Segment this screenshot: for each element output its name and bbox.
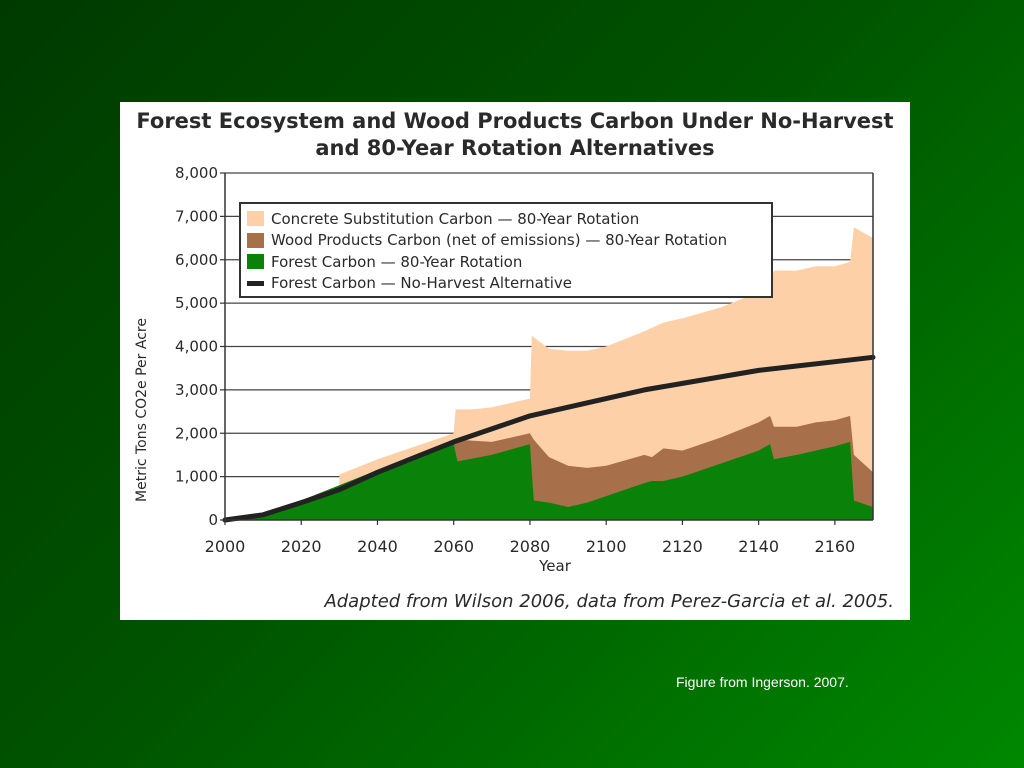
y-tick-label-1000: 1,000 [175, 468, 218, 486]
chart-legend: Concrete Substitution Carbon — 80-Year R… [239, 202, 773, 298]
x-axis-label: Year [539, 557, 571, 575]
area-forest [225, 441, 873, 520]
legend-label-noharvest: Forest Carbon — No-Harvest Alternative [271, 274, 572, 293]
x-tick-label-2060: 2060 [433, 537, 474, 556]
legend-label-forest: Forest Carbon — 80-Year Rotation [271, 252, 523, 271]
y-tick-label-5000: 5,000 [175, 294, 218, 312]
y-axis-label: Metric Tons CO2e Per Acre [134, 318, 150, 502]
tick-labels: 0 1,000 2,000 3,000 4,000 5,000 6,000 7,000 8,00… [175, 164, 855, 556]
y-tick-label-2000: 2,000 [175, 424, 218, 442]
chart-title-line-2: and 80-Year Rotation Alternatives [315, 136, 715, 160]
y-tick-label-7000: 7,000 [175, 207, 218, 225]
y-tick-label-3000: 3,000 [175, 381, 218, 399]
legend-swatch-concrete [247, 211, 264, 227]
chart-plot: 0 1,000 2,000 3,000 4,000 5,000 6,000 7,000 8,00… [175, 164, 876, 556]
chart-title: Forest Ecosystem and Wood Products Carbo… [120, 108, 910, 162]
legend-label-wood: Wood Products Carbon (net of emissions) … [271, 231, 728, 250]
y-tick-label-8000: 8,000 [175, 164, 218, 182]
x-tick-label-2000: 2000 [205, 537, 246, 556]
legend-label-concrete: Concrete Substitution Carbon — 80-Year R… [271, 209, 640, 228]
legend-swatch-noharvest [247, 280, 264, 286]
x-tick-label-2080: 2080 [510, 537, 551, 556]
legend-item-noharvest: Forest Carbon — No-Harvest Alternative [247, 273, 771, 295]
y-tick-label-0: 0 [208, 511, 218, 529]
x-tick-label-2100: 2100 [586, 537, 627, 556]
x-tick-label-2040: 2040 [357, 537, 398, 556]
legend-item-concrete: Concrete Substitution Carbon — 80-Year R… [247, 208, 771, 230]
x-tick-label-2140: 2140 [738, 537, 779, 556]
x-tick-label-2160: 2160 [815, 537, 856, 556]
y-tick-label-6000: 6,000 [175, 251, 218, 269]
chart-title-line-1: Forest Ecosystem and Wood Products Carbo… [136, 109, 894, 133]
x-tick-label-2020: 2020 [281, 537, 322, 556]
y-tick-label-4000: 4,000 [175, 338, 218, 356]
x-tick-label-2120: 2120 [662, 537, 703, 556]
legend-swatch-wood [247, 232, 264, 248]
axes [220, 172, 874, 525]
legend-item-wood: Wood Products Carbon (net of emissions) … [247, 230, 771, 252]
figure-caption: Figure from Ingerson. 2007. [676, 674, 849, 690]
legend-item-forest: Forest Carbon — 80-Year Rotation [247, 251, 771, 273]
chart-credit: Adapted from Wilson 2006, data from Pere… [324, 591, 894, 612]
legend-swatch-forest [247, 254, 264, 270]
area-series [222, 227, 876, 523]
chart-card: Forest Ecosystem and Wood Products Carbo… [120, 102, 910, 620]
line-noharvest [222, 354, 876, 523]
